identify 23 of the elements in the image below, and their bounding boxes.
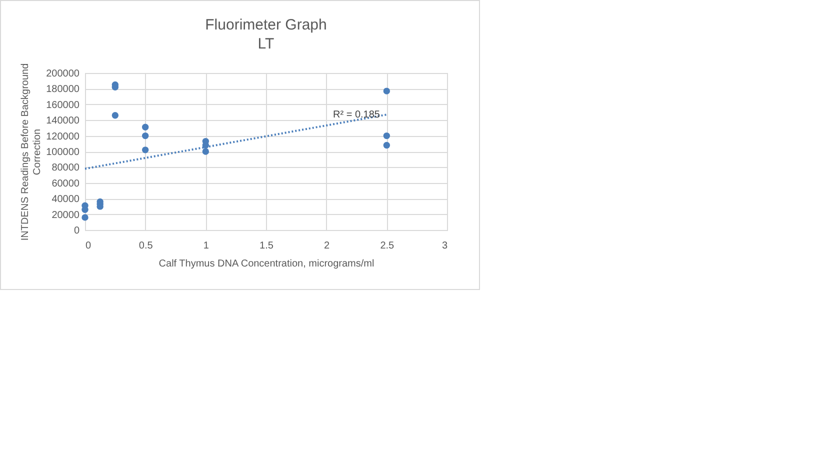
y-tick-label: 40000 — [52, 194, 80, 206]
x-tick-label: 2 — [324, 240, 330, 252]
y-tick-label: 60000 — [52, 178, 80, 190]
y-tick-label: 200000 — [46, 68, 80, 80]
y-tick-label: 80000 — [52, 162, 80, 174]
y-tick-label: 20000 — [52, 210, 80, 221]
x-tick-label: 1 — [203, 240, 210, 252]
y-tick-label: 100000 — [46, 147, 80, 158]
chart-subtitle: LT — [258, 35, 274, 52]
x-tick-label: 2.5 — [380, 240, 395, 252]
chart-title: Fluorimeter Graph — [205, 16, 327, 34]
y-tick-label: 180000 — [46, 84, 80, 96]
annotation: R² = 0.185 — [333, 110, 380, 121]
y-tick-label: 140000 — [46, 116, 80, 127]
x-tick-label: 0.5 — [138, 240, 154, 252]
y-axis-title: INTDENS Readings Before Background Correction — [20, 63, 44, 241]
x-tick-label: 3 — [442, 240, 448, 252]
x-axis-title: Calf Thymus DNA Concentration, micrograms/ml — [158, 258, 374, 270]
y-tick-label: 120000 — [46, 131, 80, 142]
y-tick-label: 0 — [74, 226, 80, 236]
x-tick-label: 1.5 — [260, 240, 274, 252]
x-tick-label: 0 — [86, 240, 92, 252]
y-tick-label: 160000 — [46, 100, 80, 111]
